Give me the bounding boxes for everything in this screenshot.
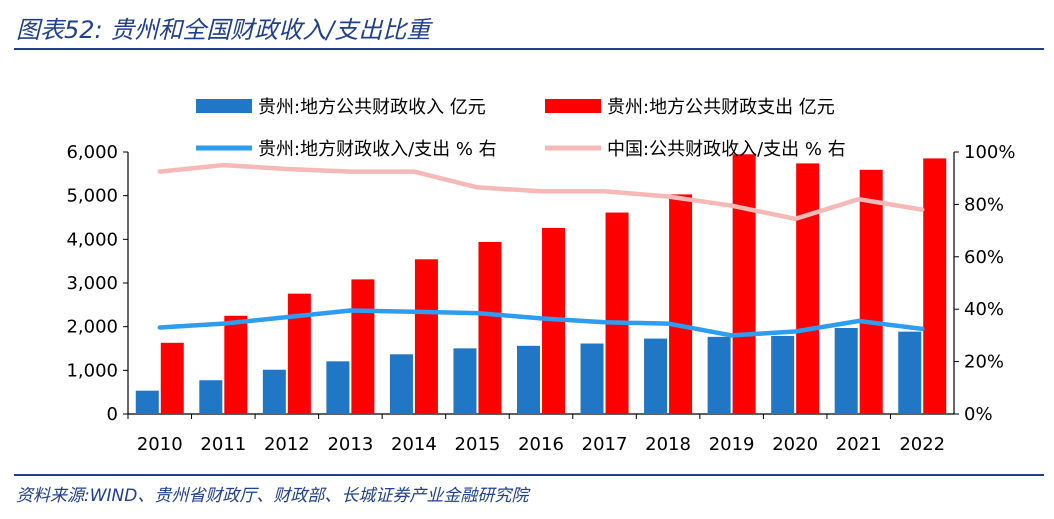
legend-label-guizhou-ratio: 贵州:地方财政收入/支出 % 右 (258, 139, 497, 160)
x-tick-label: 2011 (200, 434, 246, 455)
bar-guizhou-expenditure (923, 158, 947, 414)
legend: 贵州:地方公共财政收入 亿元 贵州:地方公共财政支出 亿元 贵州:地方财政收入/… (196, 97, 846, 160)
bar-guizhou-expenditure (414, 259, 438, 414)
bar-guizhou-revenue (135, 390, 159, 414)
bars-layer (135, 154, 947, 414)
right-tick-label: 80% (964, 194, 1004, 215)
legend-swatch-guizhou-expenditure (545, 99, 601, 113)
x-tick-label: 2010 (137, 434, 183, 455)
x-tick-label: 2020 (772, 434, 818, 455)
x-tick-label: 2019 (709, 434, 755, 455)
right-tick-label: 100% (964, 142, 1015, 163)
lines-layer (157, 162, 925, 338)
legend-label-guizhou-revenue: 贵州:地方公共财政收入 亿元 (258, 97, 486, 118)
bar-guizhou-revenue (771, 335, 795, 414)
bar-guizhou-expenditure (351, 279, 375, 414)
bar-guizhou-expenditure (224, 315, 248, 414)
left-tick-label: 0 (107, 404, 118, 425)
bar-guizhou-revenue (644, 338, 668, 414)
left-tick-label: 4,000 (66, 229, 118, 250)
bar-guizhou-expenditure (732, 154, 756, 414)
bar-guizhou-expenditure (796, 163, 820, 414)
bar-guizhou-revenue (389, 354, 413, 414)
x-tick-label: 2015 (455, 434, 501, 455)
title-divider (14, 48, 1044, 50)
legend-label-guizhou-expenditure: 贵州:地方公共财政支出 亿元 (607, 97, 835, 118)
bar-guizhou-expenditure (287, 293, 311, 414)
bar-guizhou-revenue (898, 331, 922, 414)
bar-guizhou-revenue (834, 327, 858, 414)
x-tick-label: 2017 (582, 434, 628, 455)
bar-guizhou-expenditure (669, 194, 693, 414)
axes-layer: 0 1,000 2,000 3,000 4,000 5,000 6,000 0% 20% 40% 6… (66, 142, 1015, 455)
bar-guizhou-revenue (580, 343, 604, 414)
source-divider (14, 474, 1044, 476)
x-tick-label: 2018 (645, 434, 691, 455)
bar-guizhou-expenditure (605, 212, 629, 414)
x-tick-label: 2012 (264, 434, 310, 455)
left-tick-label: 3,000 (66, 273, 118, 294)
line-china-ratio (157, 162, 925, 222)
x-tick-label: 2014 (391, 434, 437, 455)
right-tick-label: 0% (964, 404, 993, 425)
right-tick-label: 40% (964, 299, 1004, 320)
bar-guizhou-revenue (707, 336, 731, 414)
line-guizhou-ratio (157, 308, 925, 338)
chart-title: 图表52: 贵州和全国财政收入/支出比重 (16, 16, 431, 44)
x-tick-label: 2021 (836, 434, 882, 455)
bar-guizhou-expenditure (160, 342, 184, 414)
left-tick-label: 6,000 (66, 142, 118, 163)
x-tick-label: 2016 (518, 434, 564, 455)
right-tick-label: 60% (964, 247, 1004, 268)
x-tick-label: 2022 (899, 434, 945, 455)
bar-guizhou-revenue (262, 369, 286, 414)
right-tick-label: 20% (964, 352, 1004, 373)
x-tick-label: 2013 (327, 434, 373, 455)
left-tick-label: 5,000 (66, 186, 118, 207)
bar-guizhou-expenditure (478, 241, 502, 414)
source-note: 资料来源:WIND、贵州省财政厅、财政部、长城证券产业金融研究院 (16, 486, 529, 506)
bar-guizhou-revenue (453, 348, 477, 414)
legend-swatch-guizhou-revenue (196, 99, 252, 113)
bar-guizhou-expenditure (859, 169, 883, 414)
bar-guizhou-revenue (199, 380, 223, 414)
legend-label-china-ratio: 中国:公共财政收入/支出 % 右 (607, 139, 846, 160)
bar-guizhou-revenue (326, 361, 350, 414)
bar-guizhou-revenue (517, 345, 540, 414)
left-tick-label: 1,000 (66, 360, 118, 381)
left-tick-label: 2,000 (66, 317, 118, 338)
